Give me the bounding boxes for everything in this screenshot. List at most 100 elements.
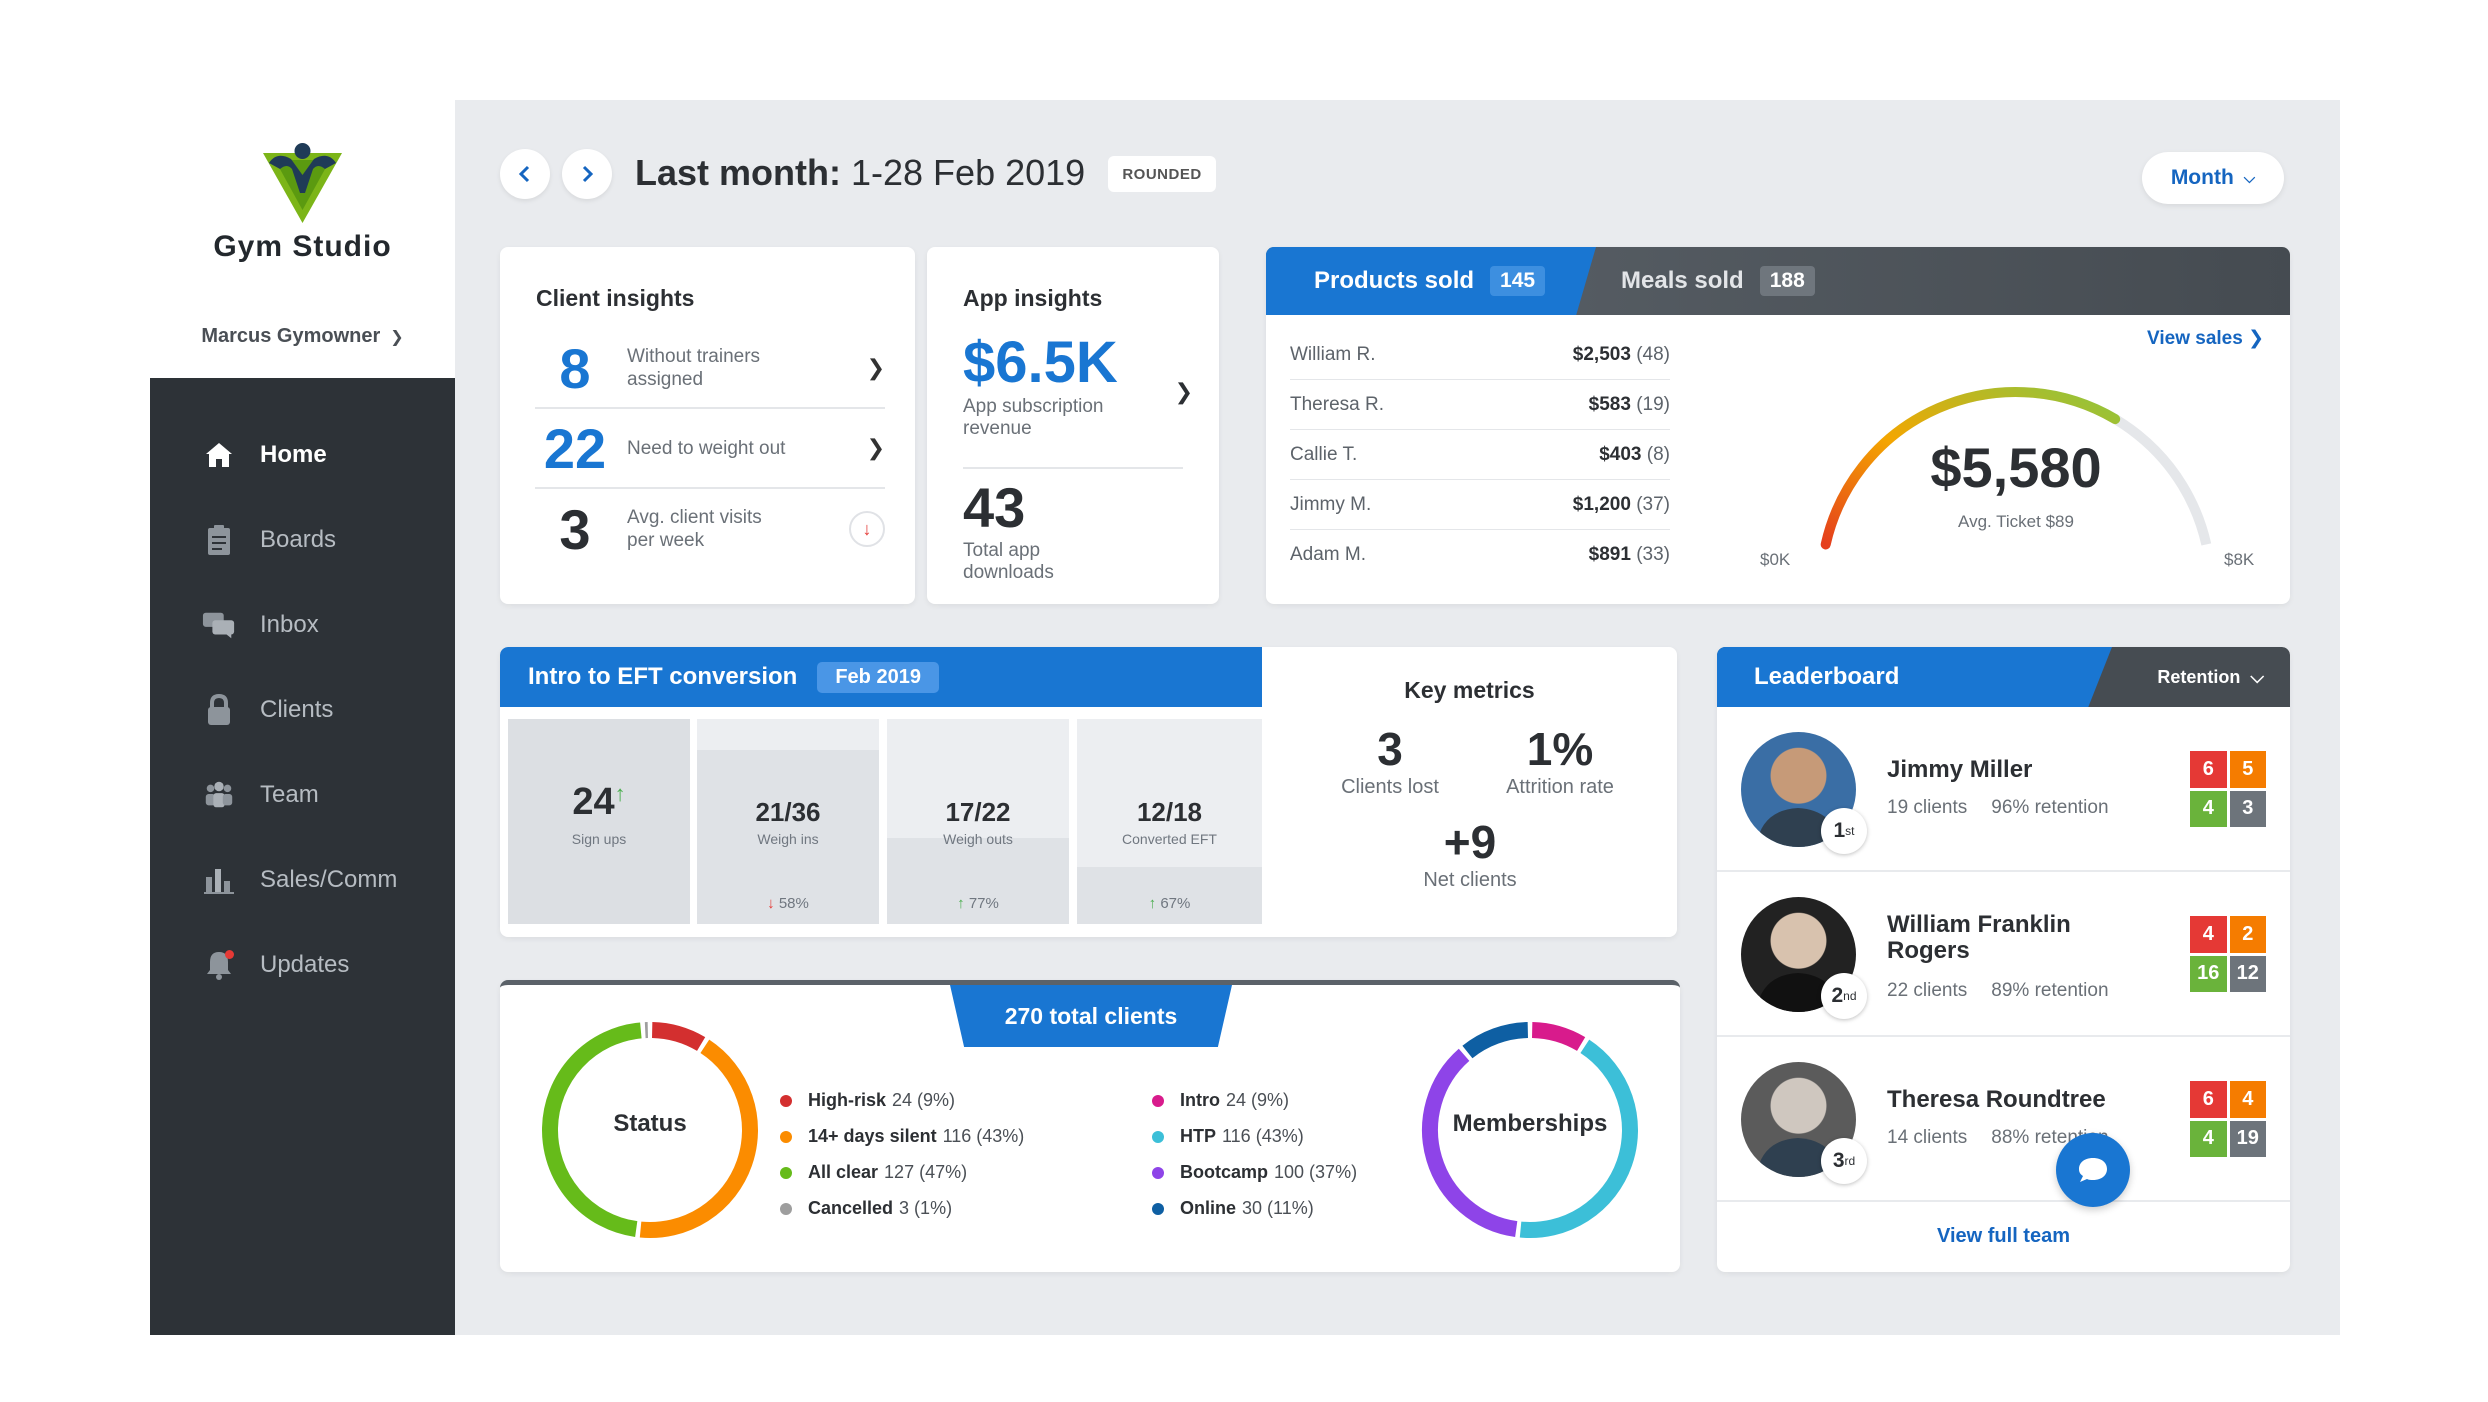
score-cell: 16 — [2190, 955, 2227, 992]
user-name: Marcus Gymowner — [201, 325, 381, 347]
app-revenue[interactable]: $6.5K App subscription revenue ❯ — [963, 329, 1193, 469]
gauge-sub-label: Avg. Ticket $89 — [1958, 512, 2074, 531]
insight-value: 3 — [559, 497, 591, 561]
app-revenue-label: App subscription revenue — [963, 396, 1104, 439]
person-stats: 22 clients 89% retention — [1887, 980, 2109, 1001]
legend-item: Online 30 (11%) — [1152, 1198, 1314, 1219]
sidebar-item-inbox[interactable]: Inbox — [150, 595, 455, 655]
chevron-right-icon — [582, 165, 594, 183]
insight-row-visits[interactable]: 3 Avg. client visits per week ↓ — [535, 489, 885, 569]
score-cell: 4 — [2190, 916, 2227, 953]
leaderboard-metric-select[interactable]: Retention ⌵ — [2157, 666, 2264, 687]
legend-detail: 116 (43%) — [942, 1126, 1025, 1146]
app-downloads: 43 Total app downloads — [963, 475, 1054, 584]
sidebar-item-boards[interactable]: Boards — [150, 510, 455, 570]
donut-segment-high-risk — [651, 1022, 706, 1052]
period-prefix: Last month: — [635, 152, 841, 193]
donut-segment-all-clear — [542, 1022, 642, 1237]
insight-label: Without trainers assigned — [627, 346, 761, 390]
legend-detail: 100 (37%) — [1274, 1162, 1358, 1182]
chevron-right-icon: ❯ — [866, 355, 885, 380]
funnel-percent: ↑ 77% — [957, 895, 999, 912]
legend-dot — [780, 1094, 792, 1107]
score-cell: 6 — [2190, 751, 2227, 788]
metric-label: Net clients — [1423, 869, 1517, 891]
legend-detail: 3 (1%) — [899, 1198, 953, 1218]
sidebar-item-label: Updates — [260, 951, 350, 978]
bell-icon — [202, 948, 236, 982]
person-silhouette-icon — [1756, 918, 1841, 1012]
memberships-donut-label: Memberships — [1452, 1110, 1608, 1137]
sidebar-item-updates[interactable]: Updates — [150, 935, 455, 995]
legend-name: Bootcamp — [1180, 1162, 1269, 1182]
sales-row: Callie T. $403 (8) — [1290, 430, 1670, 480]
funnel-bar — [508, 719, 690, 924]
insight-row-weight-out[interactable]: 22 Need to weight out ❯ — [535, 409, 885, 489]
next-period-button[interactable] — [562, 149, 612, 199]
funnel-label: Weigh ins — [757, 831, 819, 847]
score-grid: 4 2 16 12 — [2190, 916, 2266, 992]
status-donut-chart — [542, 1022, 758, 1238]
view-sales-link[interactable]: View sales ❯ — [2147, 328, 2264, 349]
sales-row: William R. $2,503 (48) — [1290, 330, 1670, 380]
seller-name: Jimmy M. — [1290, 493, 1372, 515]
sidebar-item-sales-comm[interactable]: Sales/Comm — [150, 850, 455, 910]
score-cell: 19 — [2229, 1120, 2266, 1157]
leaderboard-header: Leaderboard Retention ⌵ — [1717, 647, 2290, 707]
tab-meals-sold[interactable]: Meals sold 188 — [1621, 247, 1815, 315]
seller-amount: $891 (33) — [1588, 544, 1670, 565]
chat-button[interactable] — [2056, 1133, 2130, 1207]
sidebar-item-label: Clients — [260, 696, 334, 723]
sidebar-item-label: Boards — [260, 526, 337, 553]
main-content: Last month: 1-28 Feb 2019 ROUNDED Month ⌵… — [455, 100, 2340, 1335]
tab-count: 145 — [1490, 266, 1546, 296]
legend-item: 14+ days silent 116 (43%) — [780, 1126, 1024, 1147]
tab-products-sold[interactable]: Products sold 145 — [1266, 247, 1596, 315]
score-cell: 12 — [2229, 955, 2266, 992]
sidebar-item-home[interactable]: Home — [150, 425, 455, 485]
page-title: Last month: 1-28 Feb 2019 — [635, 152, 1085, 194]
seller-name: Theresa R. — [1290, 393, 1384, 415]
legend-item: HTP 116 (43%) — [1152, 1126, 1304, 1147]
sidebar-item-label: Team — [260, 781, 319, 808]
score-cell: 2 — [2229, 916, 2266, 953]
funnel-step: 24↑ Sign ups — [508, 719, 690, 924]
chevron-down-icon: ❯ — [390, 329, 404, 346]
attrition-metric: 1% Attrition rate — [1475, 722, 1645, 799]
clipboard-icon — [202, 523, 236, 557]
legend-name: Cancelled — [808, 1198, 894, 1218]
person-silhouette-icon — [1756, 753, 1841, 847]
view-full-team-link[interactable]: View full team — [1936, 1225, 2070, 1247]
person-name: Theresa Roundtree — [1887, 1086, 2106, 1113]
legend-item: High-risk 24 (9%) — [780, 1090, 955, 1111]
range-select[interactable]: Month ⌵ — [2142, 152, 2284, 204]
client-insights-title: Client insights — [536, 285, 695, 311]
legend-dot — [1152, 1166, 1164, 1179]
funnel-label: Weigh outs — [943, 831, 1013, 847]
donut-segment-bootcamp — [1422, 1048, 1518, 1237]
app-frame: Gym Studio Marcus Gymowner ❯ Home Boards — [150, 100, 2340, 1335]
funnel-bar — [887, 837, 1069, 924]
funnel-percent: ↓ 58% — [767, 895, 809, 912]
sales-card: Products sold 145 Meals sold 188 William R… — [1266, 247, 2290, 604]
arrow-up-icon: ↑ — [614, 781, 626, 806]
funnel-label: Converted EFT — [1122, 831, 1217, 847]
legend-name: All clear — [808, 1162, 879, 1182]
sidebar-item-team[interactable]: Team — [150, 765, 455, 825]
user-menu[interactable]: Marcus Gymowner ❯ — [150, 325, 455, 348]
funnel-value: 17/22 — [945, 797, 1011, 827]
donut-segment-online — [1462, 1022, 1529, 1059]
team-icon — [202, 778, 236, 812]
previous-period-button[interactable] — [500, 149, 550, 199]
arrow-down-icon: ↓ — [767, 895, 775, 912]
key-metrics-title: Key metrics — [1404, 677, 1535, 703]
bar-chart-icon — [202, 863, 236, 897]
app-insights-card: App insights $6.5K App subscription reven… — [927, 247, 1219, 604]
sidebar-item-clients[interactable]: Clients — [150, 680, 455, 740]
insight-row-trainers[interactable]: 8 Without trainers assigned ❯ — [535, 329, 885, 409]
